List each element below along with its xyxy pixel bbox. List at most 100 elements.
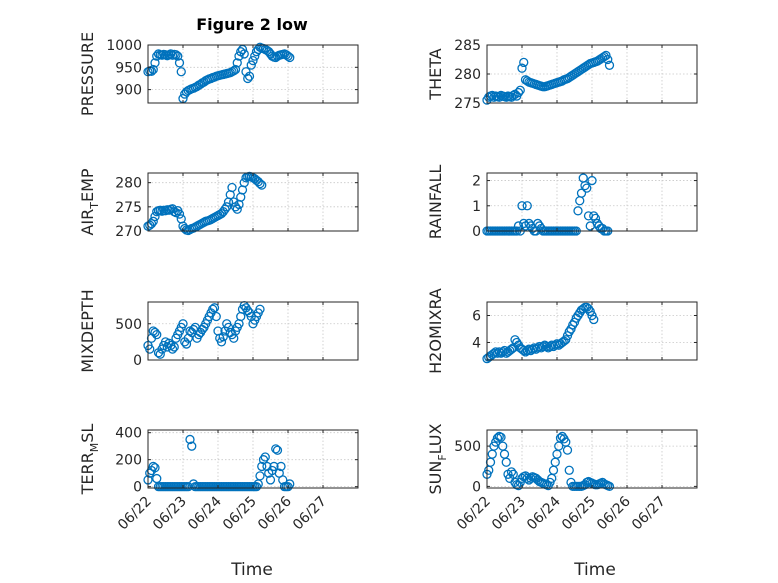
data-point (255, 178, 265, 189)
data-point (148, 216, 158, 226)
data-point (211, 311, 221, 322)
data-point (517, 201, 527, 211)
data-point (492, 433, 503, 443)
data-point (491, 347, 501, 357)
x-tick-label: 06/27 (290, 494, 330, 534)
data-point (171, 50, 181, 60)
data-point (547, 340, 557, 350)
data-point (524, 344, 534, 354)
data-point (515, 85, 525, 95)
data-point (244, 71, 255, 81)
data-point (148, 64, 158, 75)
data-point (187, 441, 197, 451)
data-series (482, 50, 615, 105)
data-point (587, 175, 597, 186)
data-point (494, 347, 504, 357)
data-point (227, 182, 237, 193)
data-point (496, 432, 506, 442)
x-tick-label: 06/23 (489, 494, 529, 534)
x-axis-label-right: Time (573, 560, 616, 580)
data-point (232, 58, 242, 68)
y-tick-label: 900 (115, 83, 142, 99)
subplot-mixdepth: 0 500 MIXDEPTH (78, 289, 359, 373)
subplot-terr-msl: 0 200 400 TERRMSL 06/2206/2306/2406/2506/260… (78, 424, 359, 534)
x-tick-label: 06/26 (255, 493, 295, 533)
x-tick-label: 06/25 (559, 494, 599, 534)
x-tick-label: 06/22 (115, 494, 155, 534)
x-tick-label: 06/22 (454, 494, 494, 534)
data-point (529, 343, 539, 353)
data-point (255, 471, 265, 481)
y-tick-label: 500 (454, 439, 481, 455)
data-point (573, 206, 583, 216)
data-point (220, 204, 230, 214)
data-point (209, 303, 220, 313)
y-tick-label: 280 (454, 67, 481, 83)
y-tick-label: 270 (115, 224, 142, 240)
y-axis-label: RAINFALL (426, 165, 445, 240)
data-point (150, 58, 160, 68)
y-tick-label: 200 (115, 453, 142, 469)
data-point (155, 349, 165, 359)
data-point (257, 180, 267, 190)
data-point (246, 60, 256, 70)
x-tick-label: 06/24 (185, 493, 225, 533)
data-point (508, 90, 518, 101)
data-point (173, 51, 183, 61)
x-tick-label: 06/24 (524, 493, 564, 533)
y-axis-label: MIXDEPTH (78, 289, 97, 372)
data-point (576, 188, 587, 198)
data-point (501, 457, 511, 467)
y-tick-label: 950 (115, 60, 142, 76)
data-point (150, 463, 160, 473)
data-point (582, 183, 592, 193)
data-point (522, 473, 532, 483)
data-point (185, 434, 195, 445)
data-point (271, 444, 281, 454)
data-point (169, 342, 179, 352)
data-point (283, 482, 293, 492)
data-point (229, 197, 239, 207)
data-point (167, 344, 178, 354)
y-tick-label: 280 (115, 176, 142, 192)
y-tick-label: 4 (472, 335, 481, 351)
data-point (589, 211, 599, 221)
y-tick-label: 0 (472, 479, 481, 495)
data-point (152, 329, 162, 340)
x-axis-label-left: Time (230, 560, 273, 580)
data-point (590, 213, 601, 224)
data-point (534, 341, 545, 352)
data-point (174, 209, 185, 219)
subplot-air-temp: 270 275 280 AIRTEMP (78, 168, 359, 240)
data-point (243, 73, 253, 84)
data-point (150, 327, 160, 338)
data-point (489, 348, 499, 358)
data-point (603, 54, 613, 65)
y-axis-label: TERRMSL (78, 424, 101, 496)
data-point (580, 180, 590, 191)
y-axis-label: H2OMIXRA (426, 288, 445, 374)
data-point (522, 201, 532, 211)
y-tick-label: 0 (472, 224, 481, 240)
data-point (181, 339, 192, 349)
y-axis-label: PRESSURE (78, 32, 97, 116)
data-point (174, 58, 185, 68)
y-axis-label: THETA (426, 48, 445, 100)
subplot-sun-flux: 0 500 SUNFLUX06/2206/2306/2406/2506/2606/2… (426, 423, 698, 534)
data-point (145, 344, 155, 354)
data-point (272, 445, 283, 455)
data-point (260, 452, 270, 462)
y-tick-label: 1 (472, 199, 481, 215)
y-tick-label: 285 (454, 38, 481, 54)
data-point (541, 341, 552, 352)
data-point (208, 304, 218, 314)
data-point (513, 221, 524, 231)
data-point (276, 461, 286, 472)
data-point (183, 482, 193, 492)
data-point (232, 204, 242, 214)
subplot-theta: 275 280 285 THETA (426, 38, 698, 112)
data-point (562, 445, 573, 455)
data-point (604, 481, 615, 492)
data-point (489, 92, 499, 102)
